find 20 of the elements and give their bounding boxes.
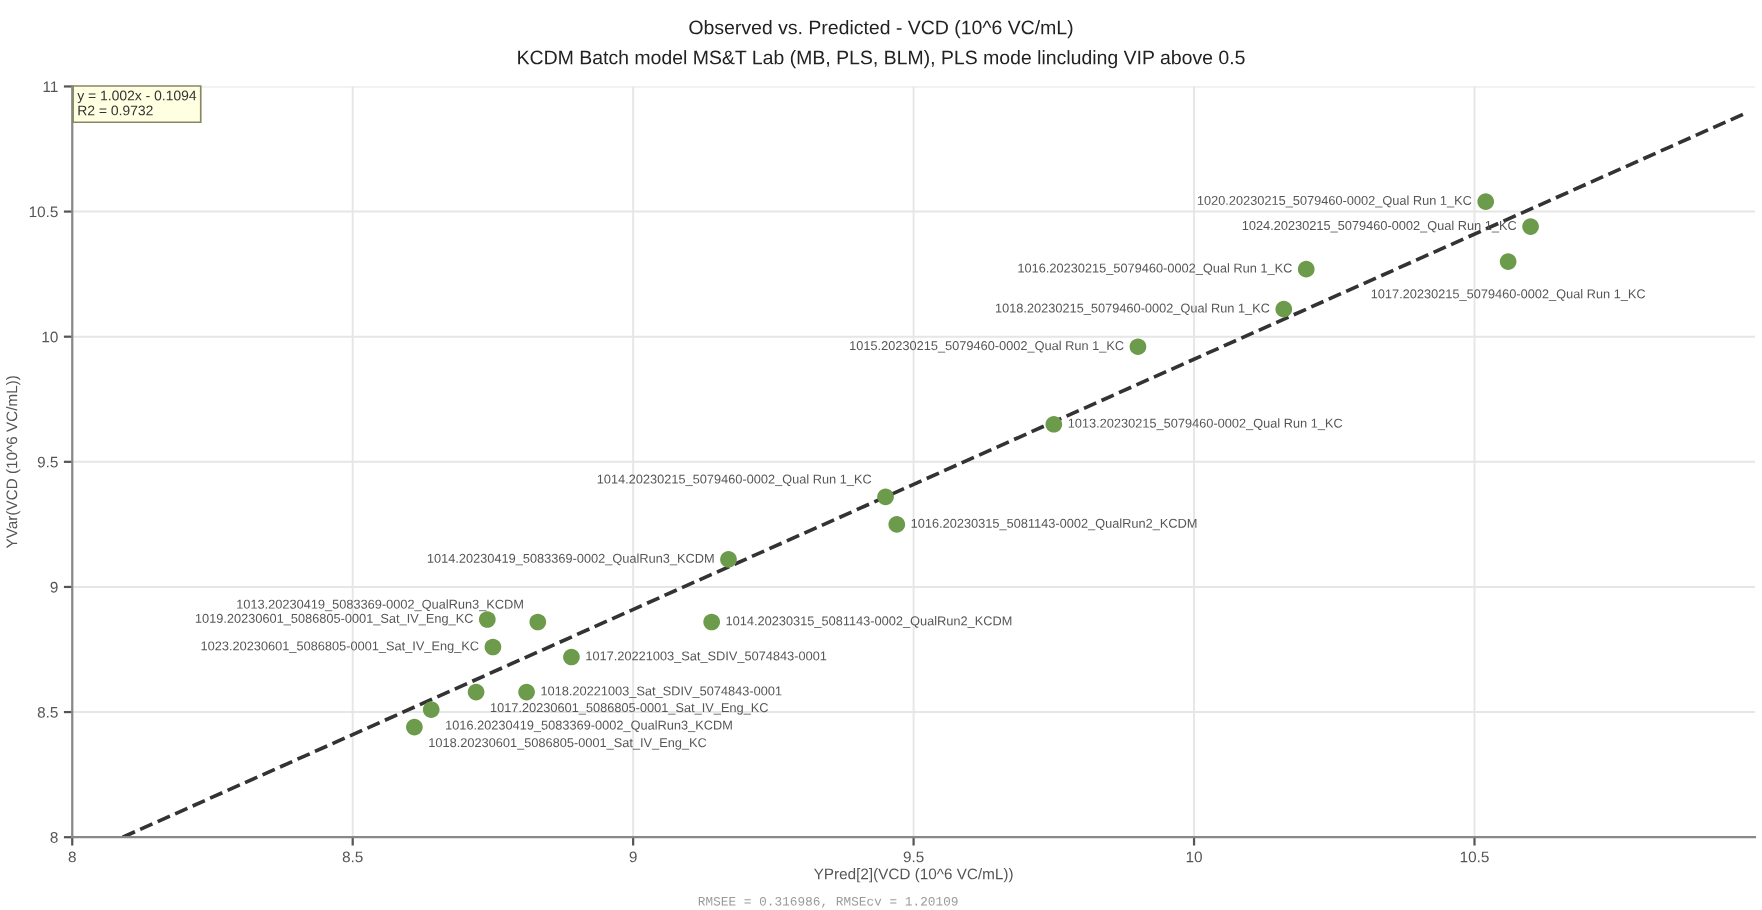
point (467, 683, 485, 701)
chart-title: Observed vs. Predicted - VCD (10^6 VC/mL) (689, 20, 1073, 39)
point (1477, 193, 1495, 210)
point (720, 551, 737, 568)
point (1522, 218, 1539, 235)
point (1129, 338, 1147, 356)
point (877, 488, 894, 506)
point (529, 613, 547, 631)
point (703, 613, 721, 631)
point (888, 516, 906, 533)
point (484, 638, 502, 656)
point (1275, 300, 1293, 318)
point (406, 718, 423, 736)
point (1045, 415, 1063, 433)
point (1297, 260, 1315, 278)
point (1499, 253, 1517, 270)
chart-subtitle: KCDM Batch model MS&T Lab (MB, PLS, BLM), PLS mode lincluding VIP above 0.5 (518, 50, 1245, 69)
point (563, 648, 580, 666)
point (518, 683, 535, 701)
point (422, 701, 440, 718)
